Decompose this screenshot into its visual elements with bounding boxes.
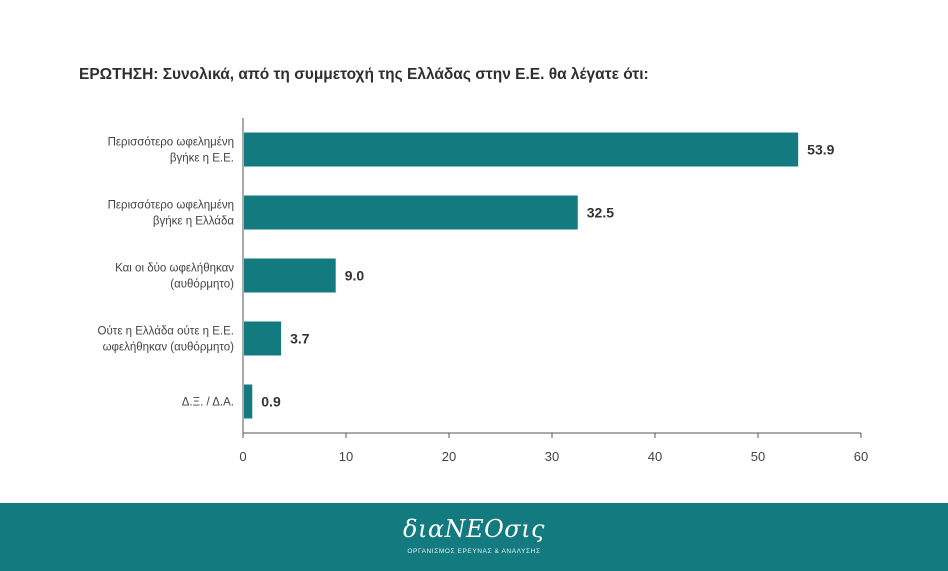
bar-value-label: 53.9 bbox=[807, 142, 834, 158]
category-label: Περισσότερο ωφελημένη bbox=[108, 137, 234, 149]
x-tick-label: 50 bbox=[751, 449, 765, 464]
bar bbox=[244, 132, 799, 167]
x-tick-label: 40 bbox=[648, 449, 662, 464]
category-label: Ούτε η Ελλάδα ούτε η Ε.Ε. bbox=[98, 326, 234, 338]
bar bbox=[244, 258, 336, 293]
x-tick-label: 20 bbox=[442, 449, 456, 464]
bar bbox=[244, 195, 578, 230]
bar-value-label: 0.9 bbox=[261, 394, 281, 410]
dianeosis-logo: διαNEOσις bbox=[403, 515, 545, 543]
category-label: Και οι δύο ωφελήθηκαν bbox=[115, 263, 234, 275]
x-tick-label: 0 bbox=[239, 449, 246, 464]
chart-title: ΕΡΩΤΗΣΗ: Συνολικά, από τη συμμετοχή της … bbox=[79, 66, 649, 83]
footer-banner: διαNEOσις ΟΡΓΑΝΙΣΜΟΣ ΕΡΕΥΝΑΣ & ΑΝΑΛΥΣΗΣ bbox=[0, 503, 948, 571]
bar bbox=[244, 321, 282, 356]
category-label: βγήκε η Ελλάδα bbox=[153, 216, 234, 228]
bar-chart: 0 10 20 30 40 50 60 53.9 Περισσότερο ωφελημένη βγ… bbox=[98, 118, 868, 464]
category-label: (αυθόρμητο) bbox=[170, 279, 234, 291]
category-label: Περισσότερο ωφελημένη bbox=[108, 200, 234, 212]
logo-subtitle: ΟΡΓΑΝΙΣΜΟΣ ΕΡΕΥΝΑΣ & ΑΝΑΛΥΣΗΣ bbox=[407, 548, 541, 555]
category-label: Δ.Ξ. / Δ.Α. bbox=[182, 397, 234, 409]
bar bbox=[244, 384, 253, 419]
x-tick-label: 30 bbox=[545, 449, 559, 464]
bar-value-label: 3.7 bbox=[290, 331, 310, 347]
x-tick-label: 10 bbox=[339, 449, 353, 464]
category-label: ωφελήθηκαν (αυθόρμητο) bbox=[103, 342, 235, 354]
x-tick-label: 60 bbox=[854, 449, 868, 464]
bar-value-label: 9.0 bbox=[345, 268, 365, 284]
category-label: βγήκε η Ε.Ε. bbox=[170, 153, 234, 165]
bar-value-label: 32.5 bbox=[587, 205, 614, 221]
